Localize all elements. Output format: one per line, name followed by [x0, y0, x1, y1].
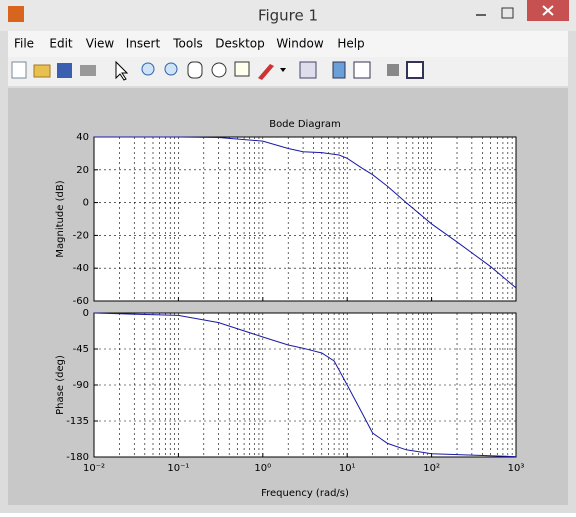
menu-item[interactable]: View: [86, 37, 115, 51]
y-tick-label: -20: [73, 230, 89, 241]
menu-item[interactable]: Insert: [126, 37, 161, 51]
zoom-in-button[interactable]: [141, 62, 155, 76]
data-line: [93, 312, 517, 458]
axes: [93, 136, 517, 302]
y-axis-label: Phase (deg): [55, 355, 66, 415]
x-tick-label: 10⁰: [254, 463, 271, 474]
y-tick-label: -90: [73, 380, 89, 391]
menu-item[interactable]: Window: [276, 37, 324, 51]
x-tick-label: 10⁻²: [83, 463, 105, 474]
toolbar: [8, 57, 568, 86]
app-icon: [8, 6, 24, 22]
menu-item[interactable]: Edit: [49, 37, 73, 51]
menu-item[interactable]: Help: [337, 37, 364, 51]
y-axis-label: Magnitude (dB): [55, 180, 66, 257]
colorbar-button[interactable]: [332, 61, 346, 79]
save-button[interactable]: [57, 63, 72, 78]
y-tick-label: -180: [66, 452, 89, 463]
x-tick-label: 10³: [508, 463, 525, 474]
pan-button[interactable]: [187, 61, 203, 79]
bode-plots: 40 20 0 -20 -40 -60 Bode Diagram Magnitude (dB)…: [55, 119, 524, 499]
y-tick-label: 0: [83, 308, 89, 319]
y-tick-label: 20: [76, 165, 89, 176]
print-button[interactable]: [80, 65, 96, 76]
menu-bar: [8, 31, 568, 57]
menu-item[interactable]: Tools: [172, 37, 203, 51]
maximize-button[interactable]: [501, 7, 514, 19]
data-cursor-button[interactable]: [234, 61, 250, 77]
menu-item[interactable]: File: [14, 37, 34, 51]
open-button[interactable]: [33, 64, 51, 78]
brush-dropdown[interactable]: [280, 68, 286, 72]
hide-tools-button[interactable]: [387, 64, 399, 76]
x-axis-label: Frequency (rad/s): [261, 488, 349, 499]
x-tick-label: 10⁻¹: [167, 463, 189, 474]
link-button[interactable]: [299, 61, 317, 79]
rotate-button[interactable]: [211, 62, 227, 78]
new-button[interactable]: [11, 61, 27, 79]
y-tick-label: -40: [73, 263, 89, 274]
legend-button[interactable]: [353, 61, 371, 79]
menu-items: File Edit View Insert Tools Desktop Window Help: [14, 37, 365, 51]
show-tools-button[interactable]: [406, 61, 424, 79]
y-tick-label: -135: [66, 416, 89, 427]
data-line: [94, 136, 517, 289]
menu-item[interactable]: Desktop: [215, 37, 265, 51]
brush-button[interactable]: [258, 64, 274, 80]
toolbar-icons: [11, 60, 424, 81]
y-tick-label: 40: [76, 132, 89, 143]
select-button[interactable]: [115, 60, 129, 81]
window-title: Figure 1: [258, 7, 318, 25]
y-tick-label: -60: [73, 296, 89, 307]
x-tick-label: 10²: [423, 463, 440, 474]
close-glyph: [542, 5, 554, 16]
x-tick-label: 10¹: [339, 463, 356, 474]
y-tick-label: 0: [83, 198, 89, 209]
chart-title: Bode Diagram: [269, 119, 341, 130]
y-tick-label: -45: [73, 344, 89, 355]
zoom-out-button[interactable]: [164, 62, 178, 76]
